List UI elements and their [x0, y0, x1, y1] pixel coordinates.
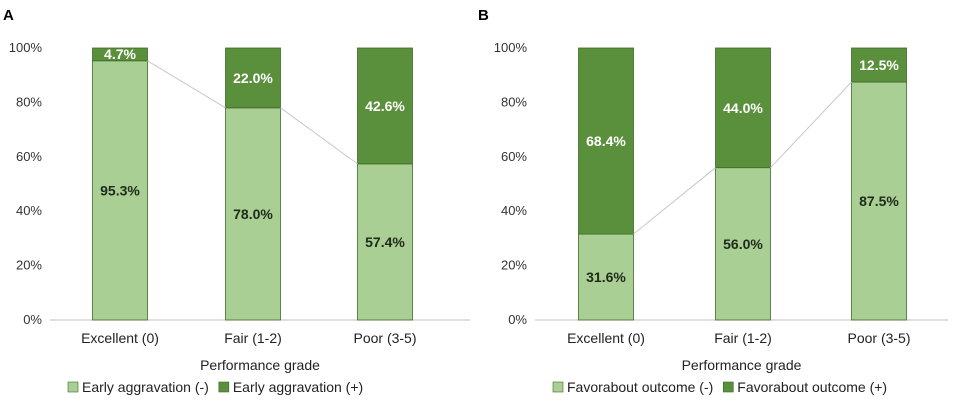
bar-segment	[851, 47, 907, 83]
y-tick-label: 100%	[494, 40, 528, 55]
legend-swatch	[722, 381, 734, 393]
bar-segment	[225, 107, 281, 321]
x-axis-title: Performance grade	[682, 357, 802, 373]
x-tick-label: Excellent (0)	[81, 330, 159, 346]
legend: Favorabout outcome (-) Favorabout outcome…	[552, 379, 887, 395]
series-line	[280, 107, 358, 165]
bar-segment	[225, 47, 281, 109]
y-tick-label: 20%	[16, 258, 42, 273]
y-tick-label: 60%	[501, 149, 527, 164]
bar-segment	[357, 47, 413, 165]
series-line	[633, 167, 716, 235]
bar-segment	[92, 60, 148, 321]
y-tick-label: 0%	[23, 312, 42, 327]
data-label: 31.6%	[586, 269, 626, 285]
legend-swatch	[67, 381, 79, 393]
x-tick-label: Fair (1-2)	[714, 330, 772, 346]
y-tick-label: 40%	[501, 203, 527, 218]
legend-label: Favorabout outcome (-)	[567, 379, 713, 395]
y-tick-label: 20%	[501, 258, 527, 273]
x-tick-label: Poor (3-5)	[353, 330, 416, 346]
y-tick-label: 100%	[9, 40, 43, 55]
series-line	[770, 81, 852, 169]
bar-segment	[851, 81, 907, 321]
y-tick-label: 60%	[16, 149, 42, 164]
x-tick-label: Poor (3-5)	[847, 330, 910, 346]
legend-label: Early aggravation (+)	[233, 379, 363, 395]
y-tick-label: 0%	[508, 312, 527, 327]
data-label: 4.7%	[104, 46, 136, 62]
y-tick-label: 40%	[16, 203, 42, 218]
bar-segment	[715, 47, 771, 169]
x-tick-label: Excellent (0)	[567, 330, 645, 346]
data-label: 87.5%	[859, 193, 899, 209]
data-label: 42.6%	[365, 98, 405, 114]
legend-label: Early aggravation (-)	[82, 379, 209, 395]
chart-panel-a: A 0% 20% 40% 60% 80% 100% 95.3% 4.7% Excellent (0…	[3, 7, 470, 395]
x-tick-label: Fair (1-2)	[224, 330, 282, 346]
bar-segment	[578, 47, 634, 235]
data-label: 22.0%	[233, 70, 273, 86]
data-label: 56.0%	[723, 236, 763, 252]
legend-swatch	[552, 381, 564, 393]
panel-letter: B	[478, 7, 489, 24]
y-tick-label: 80%	[16, 94, 42, 109]
y-tick-label: 80%	[501, 94, 527, 109]
data-label: 44.0%	[723, 100, 763, 116]
legend-swatch	[218, 381, 230, 393]
panel-letter: A	[3, 7, 14, 24]
legend: Early aggravation (-) Early aggravation (…	[67, 379, 363, 395]
bar-segment	[92, 47, 148, 62]
data-label: 78.0%	[233, 206, 273, 222]
legend-label: Favorabout outcome (+)	[737, 379, 887, 395]
x-axis-title: Performance grade	[200, 357, 320, 373]
chart-panel-b: B 0% 20% 40% 60% 80% 100% 31.6% 68.4% Excellent (…	[478, 7, 948, 395]
bar-segment	[715, 167, 771, 321]
data-label: 57.4%	[365, 234, 405, 250]
data-label: 95.3%	[100, 182, 140, 198]
data-label: 68.4%	[586, 133, 626, 149]
series-line	[147, 60, 226, 109]
data-label: 12.5%	[859, 57, 899, 73]
bar-segment	[357, 163, 413, 321]
